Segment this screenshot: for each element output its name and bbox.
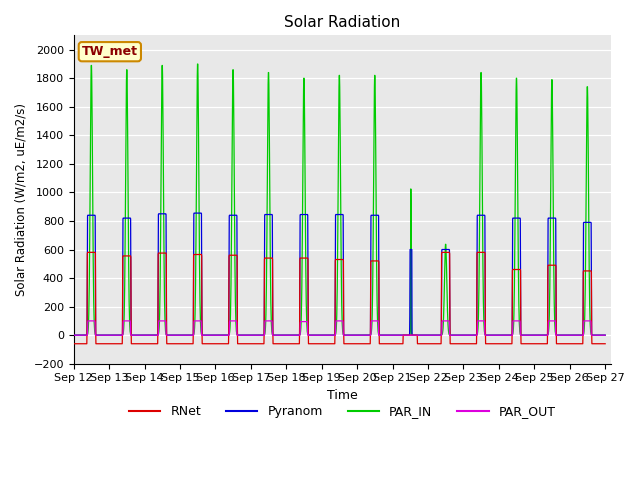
Text: TW_met: TW_met (82, 45, 138, 58)
Legend: RNet, Pyranom, PAR_IN, PAR_OUT: RNet, Pyranom, PAR_IN, PAR_OUT (124, 400, 561, 423)
Title: Solar Radiation: Solar Radiation (284, 15, 401, 30)
X-axis label: Time: Time (327, 389, 358, 402)
Y-axis label: Solar Radiation (W/m2, uE/m2/s): Solar Radiation (W/m2, uE/m2/s) (15, 103, 28, 296)
